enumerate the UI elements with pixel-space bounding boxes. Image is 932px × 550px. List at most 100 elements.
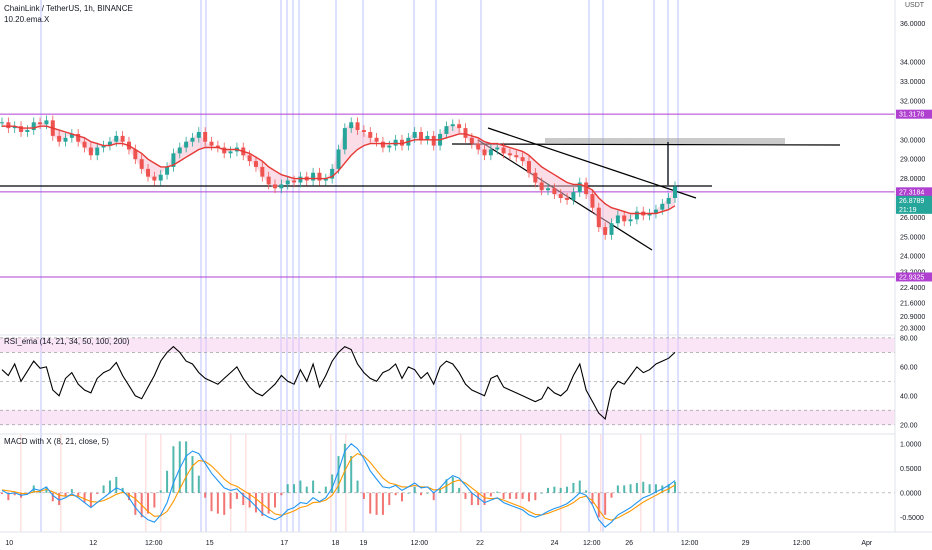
macd-histogram-bar	[515, 492, 518, 499]
price-pane[interactable]	[0, 0, 895, 330]
macd-histogram-bar	[185, 441, 188, 493]
candle-body	[190, 137, 195, 142]
price-badge	[896, 272, 932, 282]
candle-body	[482, 149, 487, 156]
currency-label: USDT	[905, 2, 925, 9]
candle-body	[476, 143, 481, 150]
macd-histogram-bar	[115, 476, 118, 493]
symbol-title: ChainLink / TetherUS, 1h, BINANCE	[4, 4, 133, 13]
vertical-band	[602, 0, 604, 532]
macd-title: MACD with X (8, 21, close, 5)	[4, 437, 109, 446]
price-tick-label: 32.0000	[900, 98, 925, 105]
candle-body	[469, 137, 474, 144]
vertical-band	[480, 0, 482, 532]
time-tick-label: 24	[551, 540, 559, 547]
macd-histogram-bar	[1, 492, 3, 495]
macd-histogram-bar	[178, 441, 181, 493]
macd-histogram-bar	[102, 485, 105, 493]
candle-body	[165, 166, 170, 175]
macd-tick-label: -0.5000	[900, 515, 924, 522]
macd-histogram-bar	[350, 456, 353, 493]
candle-body	[590, 194, 595, 208]
candle-body	[450, 124, 455, 127]
candle-body	[571, 192, 576, 200]
candle-body	[444, 126, 449, 134]
macd-vertical-band	[160, 434, 162, 532]
candle-body	[374, 137, 379, 142]
candle-body	[6, 122, 11, 129]
time-tick-label: 29	[742, 540, 750, 547]
candle-body	[279, 184, 284, 189]
candle-body	[647, 213, 652, 216]
macd-histogram-bar	[439, 489, 442, 493]
ema-line	[2, 125, 676, 215]
candle-body	[177, 147, 182, 154]
macd-histogram-bar	[540, 492, 543, 494]
candle-body	[526, 161, 531, 173]
macd-histogram-bar	[274, 492, 277, 508]
macd-tick-label: 0.5000	[900, 466, 922, 473]
price-tick-label: 29.0000	[900, 157, 925, 164]
rsi-pane[interactable]	[0, 334, 895, 426]
vertical-band	[292, 0, 294, 532]
candle-body	[419, 132, 424, 140]
price-badge-label: 27.3184	[899, 189, 924, 196]
macd-vertical-band	[60, 434, 62, 532]
time-axis[interactable]: 10 12 12:00 15 17 18 19 12:00 22 24 12:00 26 12:00 29…	[0, 531, 932, 547]
macd-vertical-band	[20, 434, 22, 532]
macd-histogram-bar	[432, 492, 435, 501]
time-tick-label: 12:00	[583, 540, 601, 547]
rsi-tick-label: 40.00	[900, 393, 918, 400]
price-axis[interactable]: 36.0000 34.0000 33.0000 32.0000 30.0000 29.00…	[894, 0, 932, 532]
price-badge-label: 22.9325	[899, 274, 924, 281]
candle-body	[387, 145, 392, 148]
candle-body	[323, 178, 328, 181]
candle-body	[660, 203, 665, 210]
macd-histogram-bar	[153, 492, 156, 508]
candle-body	[12, 126, 17, 129]
rsi-tick-label: 60.00	[900, 364, 918, 371]
candle-body	[565, 198, 570, 200]
time-tick-label: 22	[476, 540, 484, 547]
macd-histogram-bar	[235, 492, 238, 499]
macd-histogram-bar	[585, 490, 588, 493]
macd-signal-line	[1, 452, 676, 521]
candle-body	[520, 157, 525, 162]
macd-vertical-band	[560, 434, 562, 532]
candle-body	[247, 155, 252, 162]
macd-histogram-bar	[483, 492, 486, 506]
candle-body	[425, 135, 430, 140]
candle-body	[285, 180, 290, 185]
macd-histogram-bar	[458, 487, 461, 493]
candle-body	[0, 122, 4, 124]
macd-histogram-bar	[547, 487, 550, 493]
macd-histogram-bar	[521, 492, 524, 499]
macd-vertical-band	[640, 434, 642, 532]
price-tick-label: 28.0000	[900, 176, 925, 183]
macd-pane[interactable]	[0, 433, 895, 528]
macd-histogram-bar	[369, 492, 372, 514]
candle-body	[298, 176, 303, 183]
candle-body	[380, 141, 385, 148]
macd-histogram-bar	[13, 492, 16, 496]
candle-body	[507, 153, 512, 156]
candle-body	[546, 188, 551, 191]
time-tick-label: 19	[360, 540, 368, 547]
time-tick-label: 18	[332, 540, 340, 547]
macd-histogram-bar	[496, 491, 499, 493]
macd-histogram-bar	[254, 492, 257, 513]
macd-histogram-bar	[318, 491, 321, 493]
vertical-band	[205, 0, 207, 532]
macd-histogram-bar	[381, 492, 384, 515]
candle-body	[228, 151, 233, 154]
time-tick-label: 17	[280, 540, 288, 547]
macd-histogram-bar	[134, 492, 137, 515]
vertical-band	[413, 0, 415, 532]
macd-histogram-bar	[502, 492, 505, 499]
candle-body	[533, 172, 538, 183]
candle-body	[63, 137, 68, 142]
price-badge	[896, 187, 932, 197]
candle-body	[101, 145, 106, 148]
macd-histogram-bar	[610, 492, 613, 498]
